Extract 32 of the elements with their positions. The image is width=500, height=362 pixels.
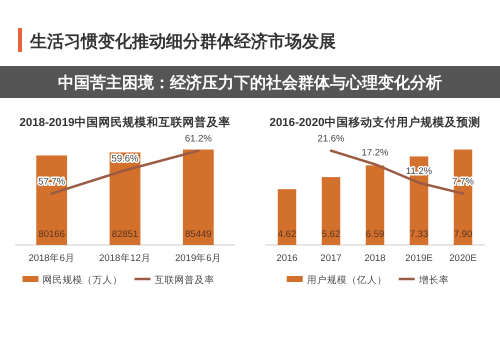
x-tick-label: 2017 — [320, 253, 342, 264]
data-label: 17.2% — [362, 147, 390, 158]
x-tick-label: 2018年6月 — [28, 252, 75, 264]
chart-title: 2018-2019中国网民规模和互联网普及率 — [20, 115, 230, 129]
data-label: 21.6% — [318, 134, 346, 145]
data-label: 7.90 — [454, 229, 472, 240]
data-label: 61.2% — [184, 134, 212, 145]
data-label: 57.7% — [38, 176, 66, 188]
legend-label: 网民规模（万人） — [42, 274, 122, 286]
x-tick-label: 2018年12月 — [99, 252, 151, 264]
data-label: 59.6% — [112, 153, 140, 164]
bar — [366, 165, 384, 245]
data-label: 85449 — [185, 229, 212, 240]
x-tick-label: 2019年6月 — [175, 252, 222, 264]
data-label: 7.33 — [410, 229, 428, 240]
bar — [322, 177, 340, 245]
x-tick-label: 2016 — [276, 253, 298, 264]
data-label: 6.59 — [366, 229, 384, 240]
data-label: 5.62 — [322, 229, 340, 240]
x-tick-label: 2018 — [364, 253, 386, 264]
legend-label: 用户规模（亿人） — [306, 274, 387, 286]
text: 中国苦主困境：经济压力下的社会群体与心理变化分析 — [58, 73, 442, 92]
legend-label: 增长率 — [418, 274, 449, 286]
bar — [278, 189, 296, 245]
x-tick-label: 2019E — [405, 253, 433, 264]
data-label: 82851 — [112, 229, 138, 240]
text: 生活习惯变化推动细分群体经济市场发展 — [29, 32, 336, 51]
data-label: 4.62 — [278, 229, 296, 240]
chart-title: 2016-2020中国移动支付用户规模及预测 — [270, 115, 480, 129]
data-label: 80166 — [38, 229, 65, 240]
x-tick-label: 2020E — [449, 253, 477, 264]
legend-label: 互联网普及率 — [154, 274, 214, 286]
